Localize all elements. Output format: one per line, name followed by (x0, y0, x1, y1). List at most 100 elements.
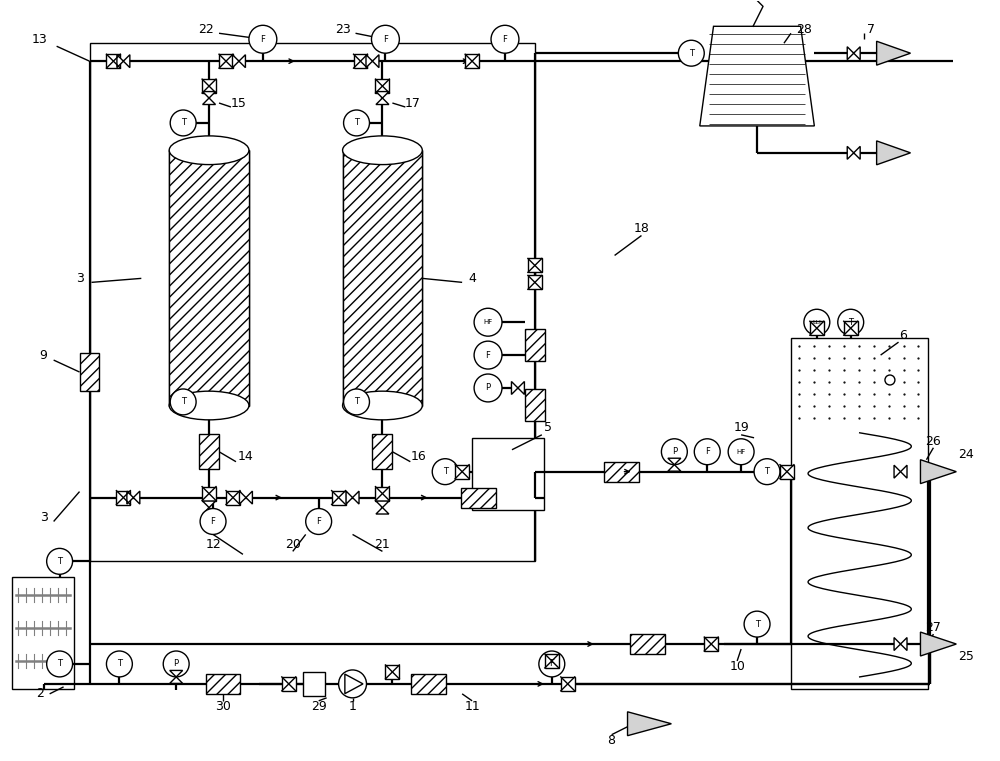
Polygon shape (668, 465, 681, 471)
Polygon shape (894, 465, 901, 478)
Bar (791, 338, 928, 689)
Text: 8: 8 (608, 734, 616, 747)
Circle shape (804, 309, 830, 335)
Text: 5: 5 (544, 422, 552, 435)
Text: 10: 10 (729, 661, 745, 673)
Text: LLI: LLI (812, 320, 821, 325)
Bar (472, 438, 544, 510)
Bar (704, 637, 718, 651)
Circle shape (491, 25, 519, 53)
Text: 18: 18 (634, 222, 649, 235)
Polygon shape (127, 491, 133, 504)
Polygon shape (353, 491, 359, 504)
Bar (332, 491, 346, 505)
Polygon shape (372, 55, 379, 68)
Text: T: T (765, 467, 770, 476)
Text: 27: 27 (925, 621, 941, 634)
Circle shape (661, 439, 687, 465)
Bar (528, 275, 542, 289)
Polygon shape (203, 508, 216, 514)
Polygon shape (877, 41, 910, 65)
Text: 17: 17 (404, 97, 420, 110)
Text: F: F (383, 35, 388, 43)
Polygon shape (170, 677, 183, 683)
Text: 21: 21 (375, 538, 390, 551)
Polygon shape (847, 146, 854, 159)
Bar (525, 389, 545, 421)
Circle shape (678, 40, 704, 66)
Text: P: P (672, 447, 677, 457)
Text: 4: 4 (468, 272, 476, 285)
Text: P: P (485, 384, 491, 393)
Polygon shape (232, 55, 239, 68)
Bar (199, 435, 219, 470)
Text: P: P (174, 660, 179, 668)
Polygon shape (854, 146, 860, 159)
Polygon shape (117, 55, 123, 68)
Polygon shape (877, 141, 910, 165)
Circle shape (838, 309, 864, 335)
Text: 19: 19 (733, 422, 749, 435)
Ellipse shape (169, 391, 249, 420)
Text: T: T (354, 397, 359, 406)
Bar (219, 54, 233, 68)
Text: 7: 7 (867, 23, 875, 36)
Text: 9: 9 (40, 349, 48, 361)
Text: 15: 15 (231, 97, 247, 110)
Bar (303, 672, 325, 696)
Text: 1: 1 (349, 700, 356, 713)
Text: 16: 16 (410, 451, 426, 463)
Bar (545, 654, 559, 668)
Polygon shape (920, 632, 956, 656)
Text: F: F (549, 660, 554, 668)
Circle shape (694, 439, 720, 465)
Polygon shape (203, 501, 216, 508)
Polygon shape (246, 491, 252, 504)
Polygon shape (628, 712, 671, 736)
Circle shape (344, 389, 369, 415)
Bar (461, 488, 496, 508)
Text: 25: 25 (958, 651, 974, 664)
Circle shape (170, 389, 196, 415)
Bar (844, 321, 858, 335)
Polygon shape (203, 91, 216, 98)
Ellipse shape (343, 136, 422, 164)
Polygon shape (345, 674, 363, 694)
Polygon shape (518, 381, 524, 394)
Circle shape (539, 651, 565, 677)
Polygon shape (133, 491, 140, 504)
Text: T: T (354, 119, 359, 127)
Text: 24: 24 (958, 448, 974, 461)
Text: 12: 12 (205, 538, 221, 551)
Circle shape (744, 611, 770, 637)
Polygon shape (239, 491, 246, 504)
Bar (465, 54, 479, 68)
Text: T: T (689, 49, 694, 58)
Polygon shape (700, 27, 814, 126)
Polygon shape (376, 98, 389, 104)
Text: 23: 23 (335, 23, 350, 36)
Bar (169, 150, 249, 406)
Polygon shape (366, 55, 372, 68)
Text: 3: 3 (76, 272, 83, 285)
Bar (12, 578, 74, 689)
Circle shape (474, 308, 502, 336)
Polygon shape (239, 55, 245, 68)
Circle shape (371, 25, 399, 53)
Text: F: F (260, 35, 265, 43)
Text: 11: 11 (464, 700, 480, 713)
Bar (106, 54, 120, 68)
Circle shape (249, 25, 277, 53)
Text: F: F (316, 517, 321, 526)
Ellipse shape (343, 391, 422, 420)
Polygon shape (901, 638, 907, 651)
Text: 2: 2 (36, 687, 44, 700)
Circle shape (339, 670, 366, 698)
Text: T: T (181, 119, 186, 127)
Bar (90, 43, 535, 562)
Bar (630, 634, 665, 654)
Bar (206, 674, 240, 694)
Polygon shape (511, 381, 518, 394)
Circle shape (106, 651, 132, 677)
Text: T: T (57, 557, 62, 566)
